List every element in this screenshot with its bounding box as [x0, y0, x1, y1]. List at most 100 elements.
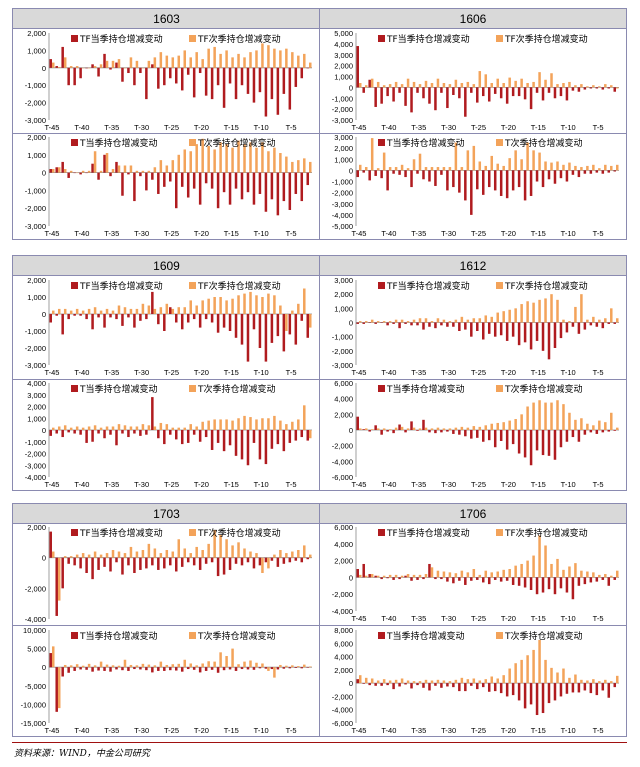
bar-current-quarter — [559, 577, 563, 589]
y-tick-label: -4,000 — [332, 607, 353, 616]
bar-current-quarter — [270, 67, 274, 100]
bar-next-quarter — [370, 78, 374, 88]
bar-current-quarter — [410, 421, 413, 430]
x-tick-label: T-30 — [441, 726, 456, 735]
bar-next-quarter — [297, 55, 300, 68]
y-tick-label: -1,000 — [332, 333, 353, 342]
bar-next-quarter — [141, 550, 145, 558]
bar-current-quarter — [464, 87, 467, 117]
bar-next-quarter — [568, 321, 571, 323]
bar-current-quarter — [240, 430, 244, 460]
legend-label-current: T当季持仓增减变动 — [79, 383, 158, 395]
bar-current-quarter — [288, 314, 292, 335]
bar-next-quarter — [255, 419, 258, 430]
bar-current-quarter — [440, 170, 443, 175]
bar-current-quarter — [434, 430, 437, 434]
bar-current-quarter — [49, 531, 52, 558]
bar-next-quarter — [57, 66, 61, 68]
bar-current-quarter — [440, 322, 443, 326]
bar-next-quarter — [273, 147, 276, 173]
bar-current-quarter — [282, 67, 286, 94]
bar-next-quarter — [51, 427, 55, 430]
bar-next-quarter — [382, 85, 386, 88]
bar-current-quarter — [410, 683, 413, 689]
y-tick-label: -2,000 — [25, 344, 46, 353]
legend-swatch-current — [378, 35, 385, 42]
bar-next-quarter — [135, 426, 139, 430]
y-tick-label: 1,000 — [27, 46, 46, 55]
x-tick-label: T-45 — [351, 229, 366, 238]
bar-next-quarter — [69, 427, 73, 430]
bar-next-quarter — [586, 165, 589, 171]
bar-next-quarter — [303, 53, 306, 68]
x-tick-label: T-20 — [194, 480, 209, 489]
bar-next-quarter — [87, 308, 91, 314]
x-tick-label: T-40 — [381, 726, 396, 735]
bar-current-quarter — [386, 683, 389, 686]
y-tick-label: -6,000 — [332, 473, 353, 482]
bar-next-quarter — [75, 308, 79, 314]
bar-current-quarter — [535, 322, 539, 341]
bar-next-quarter — [616, 570, 619, 578]
bar-next-quarter — [297, 550, 300, 558]
y-tick-label: 2,000 — [27, 523, 46, 532]
bar-next-quarter — [586, 423, 589, 430]
bar-current-quarter — [79, 430, 82, 435]
bar-current-quarter — [234, 430, 238, 456]
bar-next-quarter — [418, 318, 422, 323]
bar-next-quarter — [454, 142, 458, 171]
bar-next-quarter — [195, 426, 198, 430]
bar-current-quarter — [276, 67, 280, 115]
bar-current-quarter — [192, 430, 196, 435]
bar-current-quarter — [264, 67, 268, 117]
x-tick-label: T-25 — [471, 726, 486, 735]
bar-current-quarter — [186, 430, 190, 443]
bar-next-quarter — [189, 57, 192, 68]
x-tick-label: T-20 — [501, 480, 516, 489]
y-tick-label: -3,000 — [332, 361, 353, 370]
bar-current-quarter — [294, 67, 298, 87]
bar-next-quarter — [538, 72, 541, 88]
bar-next-quarter — [436, 427, 440, 430]
legend-swatch-next — [189, 529, 196, 536]
bar-next-quarter — [574, 165, 577, 171]
bar-current-quarter — [270, 667, 274, 670]
x-tick-label: T-15 — [531, 480, 546, 489]
x-tick-label: T-45 — [44, 480, 59, 489]
panel-title-1603: 1603 — [13, 9, 320, 29]
bar-next-quarter — [448, 321, 452, 323]
bar-current-quarter — [246, 314, 250, 362]
bar-current-quarter — [523, 322, 527, 343]
bar-next-quarter — [580, 570, 583, 578]
bar-next-quarter — [273, 667, 276, 678]
bar-current-quarter — [547, 577, 551, 590]
bar-next-quarter — [550, 294, 553, 323]
y-tick-label: 1,000 — [27, 151, 46, 160]
bar-current-quarter — [103, 154, 106, 173]
bar-next-quarter — [508, 158, 511, 171]
bar-next-quarter — [207, 48, 210, 68]
bar-current-quarter — [258, 557, 262, 566]
bar-current-quarter — [470, 322, 473, 337]
x-tick-label: T-5 — [593, 614, 604, 623]
bar-next-quarter — [496, 678, 499, 684]
bar-current-quarter — [151, 291, 154, 314]
bar-current-quarter — [416, 170, 419, 174]
x-tick-label: T-20 — [194, 368, 209, 377]
bar-current-quarter — [428, 683, 431, 691]
bar-next-quarter — [556, 672, 559, 684]
bar-current-quarter — [362, 170, 365, 173]
bar-current-quarter — [210, 430, 214, 450]
bar-current-quarter — [356, 416, 359, 430]
bar-current-quarter — [529, 170, 533, 196]
bar-current-quarter — [601, 430, 605, 433]
bar-next-quarter — [592, 164, 595, 171]
bar-current-quarter — [306, 67, 310, 69]
y-tick-label: 1,000 — [334, 155, 353, 164]
bar-current-quarter — [571, 87, 575, 91]
x-tick-label: T-35 — [411, 480, 426, 489]
bar-next-quarter — [225, 50, 228, 68]
bar-current-quarter — [511, 322, 515, 337]
bar-current-quarter — [133, 314, 136, 328]
